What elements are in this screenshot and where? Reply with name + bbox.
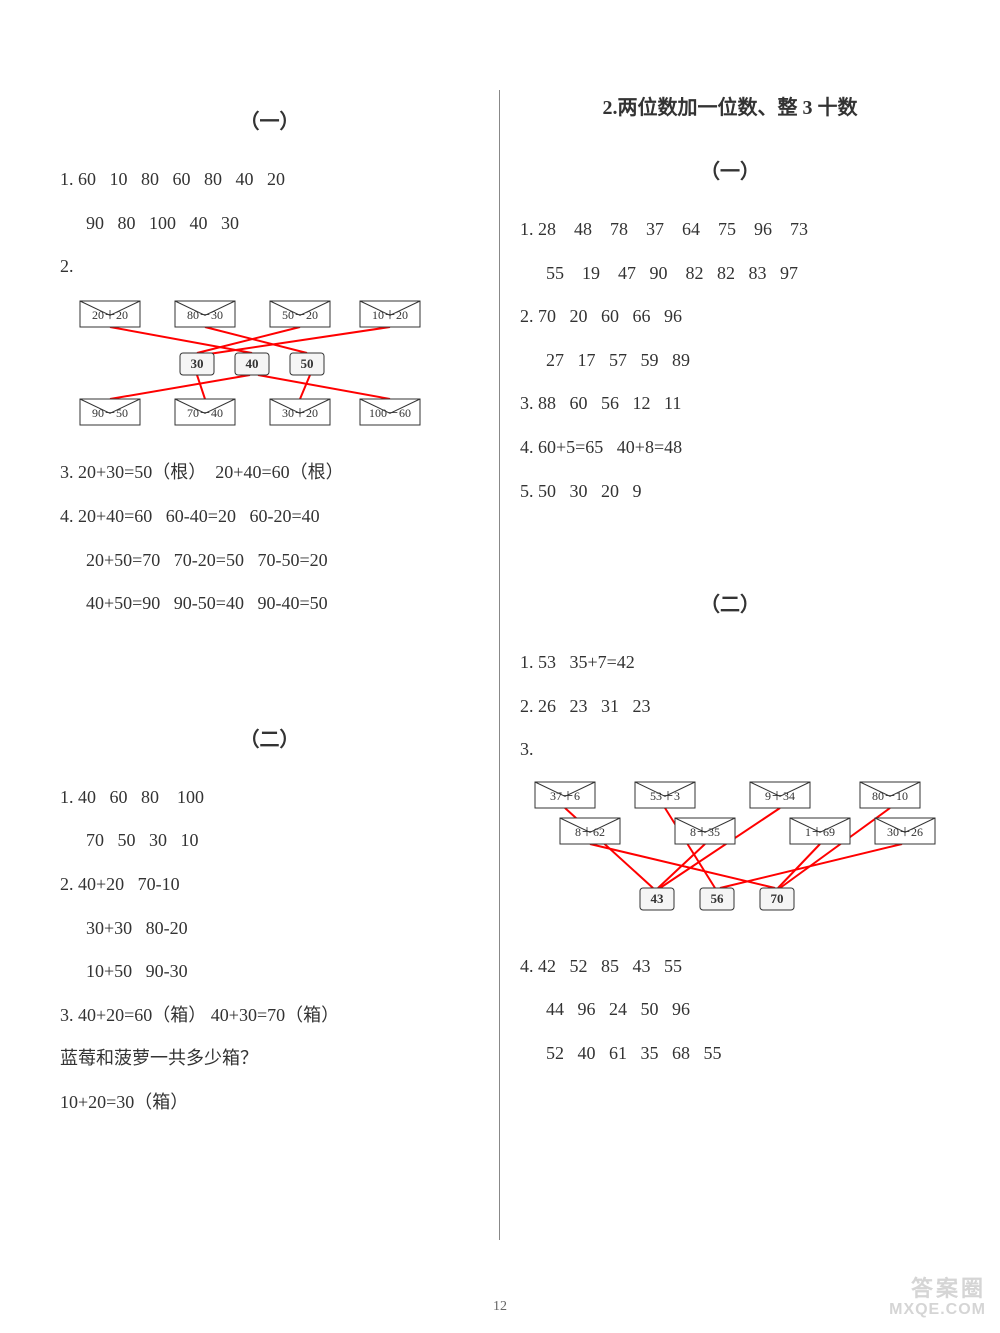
right-sec2-heading: （二） bbox=[520, 583, 940, 627]
left-s2-extra: 蓝莓和菠萝一共多少箱？ bbox=[60, 1039, 479, 1079]
left-s2-ans: 10+20=30（箱） bbox=[60, 1083, 479, 1123]
right-s1-q5: 5. 50 30 20 9 bbox=[520, 472, 940, 512]
svg-text:1＋69: 1＋69 bbox=[805, 825, 835, 839]
svg-text:50: 50 bbox=[301, 356, 314, 371]
svg-text:80－30: 80－30 bbox=[187, 308, 223, 322]
left-s2-q1-l1: 1. 40 60 80 100 bbox=[60, 778, 479, 818]
right-s1-q3: 3. 88 60 56 12 11 bbox=[520, 384, 940, 424]
right-diagram: 37＋6 53＋3 9＋34 80－10 8＋62 8＋35 1＋69 30＋26 43 56 70 bbox=[520, 776, 940, 941]
right-s1-q4: 4. 60+5=65 40+8=48 bbox=[520, 428, 940, 468]
left-s1-q1-l1: 1. 60 10 80 60 80 40 20 bbox=[60, 160, 479, 200]
left-s1-q1-l2: 90 80 100 40 30 bbox=[60, 204, 479, 244]
left-s2-q2-l3: 10+50 90-30 bbox=[60, 952, 479, 992]
watermark-line2: MXQE.COM bbox=[889, 1301, 986, 1319]
svg-text:20＋20: 20＋20 bbox=[92, 308, 128, 322]
svg-text:56: 56 bbox=[711, 891, 725, 906]
left-s2-q1-l2: 70 50 30 10 bbox=[60, 821, 479, 861]
right-s1-q2-l1: 2. 70 20 60 66 96 bbox=[520, 297, 940, 337]
right-s1-q1-l1: 1. 28 48 78 37 64 75 96 73 bbox=[520, 210, 940, 250]
svg-text:70－40: 70－40 bbox=[187, 406, 223, 420]
svg-text:30＋20: 30＋20 bbox=[282, 406, 318, 420]
svg-text:53＋3: 53＋3 bbox=[650, 789, 680, 803]
svg-text:10＋20: 10＋20 bbox=[372, 308, 408, 322]
right-s2-q1: 1. 53 35+7=42 bbox=[520, 643, 940, 683]
left-column: （一） 1. 60 10 80 60 80 40 20 90 80 100 40… bbox=[60, 80, 499, 1240]
left-sec2-heading: （二） bbox=[60, 718, 479, 762]
svg-text:37＋6: 37＋6 bbox=[550, 789, 580, 803]
right-sec1-heading: （一） bbox=[520, 150, 940, 194]
left-s1-q4-l2: 20+50=70 70-20=50 70-50=20 bbox=[60, 541, 479, 581]
svg-text:43: 43 bbox=[651, 891, 665, 906]
page-number: 12 bbox=[493, 1299, 507, 1315]
svg-text:70: 70 bbox=[771, 891, 784, 906]
right-s1-q1-l2: 55 19 47 90 82 82 83 97 bbox=[520, 254, 940, 294]
left-s2-q2-l1: 2. 40+20 70-10 bbox=[60, 865, 479, 905]
left-s1-q2-label: 2. bbox=[60, 247, 479, 287]
left-diagram: 20＋20 80－30 50－20 10＋20 90－50 70－40 30＋20 100－6… bbox=[60, 293, 479, 448]
right-column: 2.两位数加一位数、整 3 十数 （一） 1. 28 48 78 37 64 7… bbox=[500, 80, 940, 1240]
right-title: 2.两位数加一位数、整 3 十数 bbox=[520, 86, 940, 130]
watermark: 答案圈 MXQE.COM bbox=[889, 1277, 986, 1319]
right-s2-q4-l2: 44 96 24 50 96 bbox=[520, 990, 940, 1030]
left-s2-q3: 3. 40+20=60（箱） 40+30=70（箱） bbox=[60, 996, 479, 1036]
svg-text:100－60: 100－60 bbox=[369, 406, 411, 420]
svg-text:40: 40 bbox=[246, 356, 259, 371]
left-s1-q4-l1: 4. 20+40=60 60-40=20 60-20=40 bbox=[60, 497, 479, 537]
svg-text:8＋62: 8＋62 bbox=[575, 825, 605, 839]
right-s2-q2: 2. 26 23 31 23 bbox=[520, 687, 940, 727]
svg-text:90－50: 90－50 bbox=[92, 406, 128, 420]
left-sec1-heading: （一） bbox=[60, 100, 479, 144]
right-s2-q4-l1: 4. 42 52 85 43 55 bbox=[520, 947, 940, 987]
left-s1-q3: 3. 20+30=50（根） 20+40=60（根） bbox=[60, 453, 479, 493]
right-s1-q2-l2: 27 17 57 59 89 bbox=[520, 341, 940, 381]
right-s2-q3-label: 3. bbox=[520, 730, 940, 770]
svg-text:80－10: 80－10 bbox=[872, 789, 908, 803]
svg-text:30＋26: 30＋26 bbox=[887, 825, 923, 839]
right-s2-q4-l3: 52 40 61 35 68 55 bbox=[520, 1034, 940, 1074]
svg-text:50－20: 50－20 bbox=[282, 308, 318, 322]
watermark-line1: 答案圈 bbox=[889, 1277, 986, 1301]
svg-text:8＋35: 8＋35 bbox=[690, 825, 720, 839]
left-s1-q4-l3: 40+50=90 90-50=40 90-40=50 bbox=[60, 584, 479, 624]
left-s2-q2-l2: 30+30 80-20 bbox=[60, 909, 479, 949]
svg-text:30: 30 bbox=[191, 356, 204, 371]
page: （一） 1. 60 10 80 60 80 40 20 90 80 100 40… bbox=[0, 0, 1000, 1280]
svg-text:9＋34: 9＋34 bbox=[765, 789, 795, 803]
